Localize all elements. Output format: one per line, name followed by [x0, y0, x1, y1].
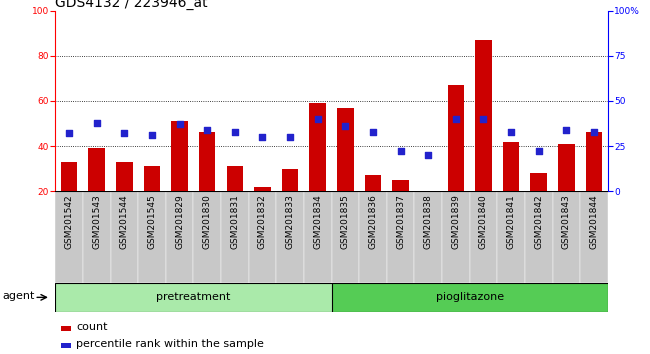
Text: GDS4132 / 223946_at: GDS4132 / 223946_at: [55, 0, 208, 10]
Bar: [365, 175, 381, 191]
Point: [147, 132, 157, 138]
Text: GSM201844: GSM201844: [590, 194, 599, 249]
Point: [313, 116, 323, 122]
Point: [119, 131, 129, 136]
Text: GSM201837: GSM201837: [396, 194, 405, 249]
Bar: [276, 191, 304, 283]
Bar: [61, 162, 77, 191]
Text: percentile rank within the sample: percentile rank within the sample: [76, 339, 264, 349]
Point: [340, 123, 350, 129]
Point: [174, 121, 185, 127]
Bar: [503, 142, 519, 191]
Bar: [194, 191, 221, 283]
Point: [450, 116, 461, 122]
Bar: [469, 191, 497, 283]
Bar: [387, 191, 415, 283]
Text: GSM201831: GSM201831: [230, 194, 239, 249]
Point: [395, 149, 406, 154]
Bar: [116, 162, 133, 191]
Text: GSM201838: GSM201838: [424, 194, 433, 249]
Point: [561, 127, 571, 133]
Text: GSM201842: GSM201842: [534, 194, 543, 249]
Bar: [221, 191, 248, 283]
Point: [534, 149, 544, 154]
Bar: [88, 148, 105, 191]
Point: [64, 131, 74, 136]
Bar: [447, 85, 464, 191]
Point: [506, 129, 516, 135]
Bar: [144, 166, 161, 191]
Bar: [415, 191, 442, 283]
Text: count: count: [76, 322, 108, 332]
Bar: [61, 343, 71, 348]
Point: [202, 127, 213, 133]
Point: [229, 129, 240, 135]
Bar: [83, 191, 111, 283]
Bar: [552, 191, 580, 283]
Bar: [227, 166, 243, 191]
Bar: [281, 169, 298, 191]
Text: GSM201836: GSM201836: [369, 194, 378, 249]
Text: GSM201544: GSM201544: [120, 194, 129, 249]
Bar: [61, 326, 71, 331]
Text: GSM201542: GSM201542: [64, 194, 73, 249]
Text: GSM201833: GSM201833: [285, 194, 294, 249]
Bar: [530, 173, 547, 191]
Bar: [55, 283, 332, 312]
Bar: [558, 144, 575, 191]
Bar: [525, 191, 552, 283]
Bar: [166, 191, 194, 283]
Point: [478, 116, 489, 122]
Text: GSM201843: GSM201843: [562, 194, 571, 249]
Bar: [199, 132, 216, 191]
Bar: [138, 191, 166, 283]
Point: [368, 129, 378, 135]
Text: GSM201839: GSM201839: [451, 194, 460, 249]
Point: [92, 120, 102, 125]
Text: GSM201543: GSM201543: [92, 194, 101, 249]
Bar: [497, 191, 525, 283]
Bar: [337, 108, 354, 191]
Bar: [309, 103, 326, 191]
Bar: [475, 40, 491, 191]
Bar: [392, 180, 409, 191]
Text: GSM201829: GSM201829: [175, 194, 184, 249]
Bar: [580, 191, 608, 283]
Bar: [359, 191, 387, 283]
Bar: [248, 191, 276, 283]
Text: GSM201840: GSM201840: [479, 194, 488, 249]
Text: GSM201835: GSM201835: [341, 194, 350, 249]
Point: [589, 129, 599, 135]
Bar: [172, 121, 188, 191]
Text: GSM201841: GSM201841: [506, 194, 515, 249]
Text: GSM201830: GSM201830: [203, 194, 212, 249]
Bar: [586, 132, 602, 191]
Text: pioglitazone: pioglitazone: [436, 292, 504, 302]
Bar: [304, 191, 332, 283]
Text: GSM201545: GSM201545: [148, 194, 157, 249]
Bar: [332, 191, 359, 283]
Bar: [111, 191, 138, 283]
Text: pretreatment: pretreatment: [156, 292, 231, 302]
Text: agent: agent: [3, 291, 35, 301]
Bar: [55, 191, 83, 283]
Point: [285, 134, 295, 140]
Bar: [254, 187, 271, 191]
Text: GSM201834: GSM201834: [313, 194, 322, 249]
Point: [257, 134, 268, 140]
Bar: [332, 283, 608, 312]
Point: [423, 152, 434, 158]
Text: GSM201832: GSM201832: [258, 194, 267, 249]
Bar: [442, 191, 469, 283]
Bar: [420, 191, 437, 200]
